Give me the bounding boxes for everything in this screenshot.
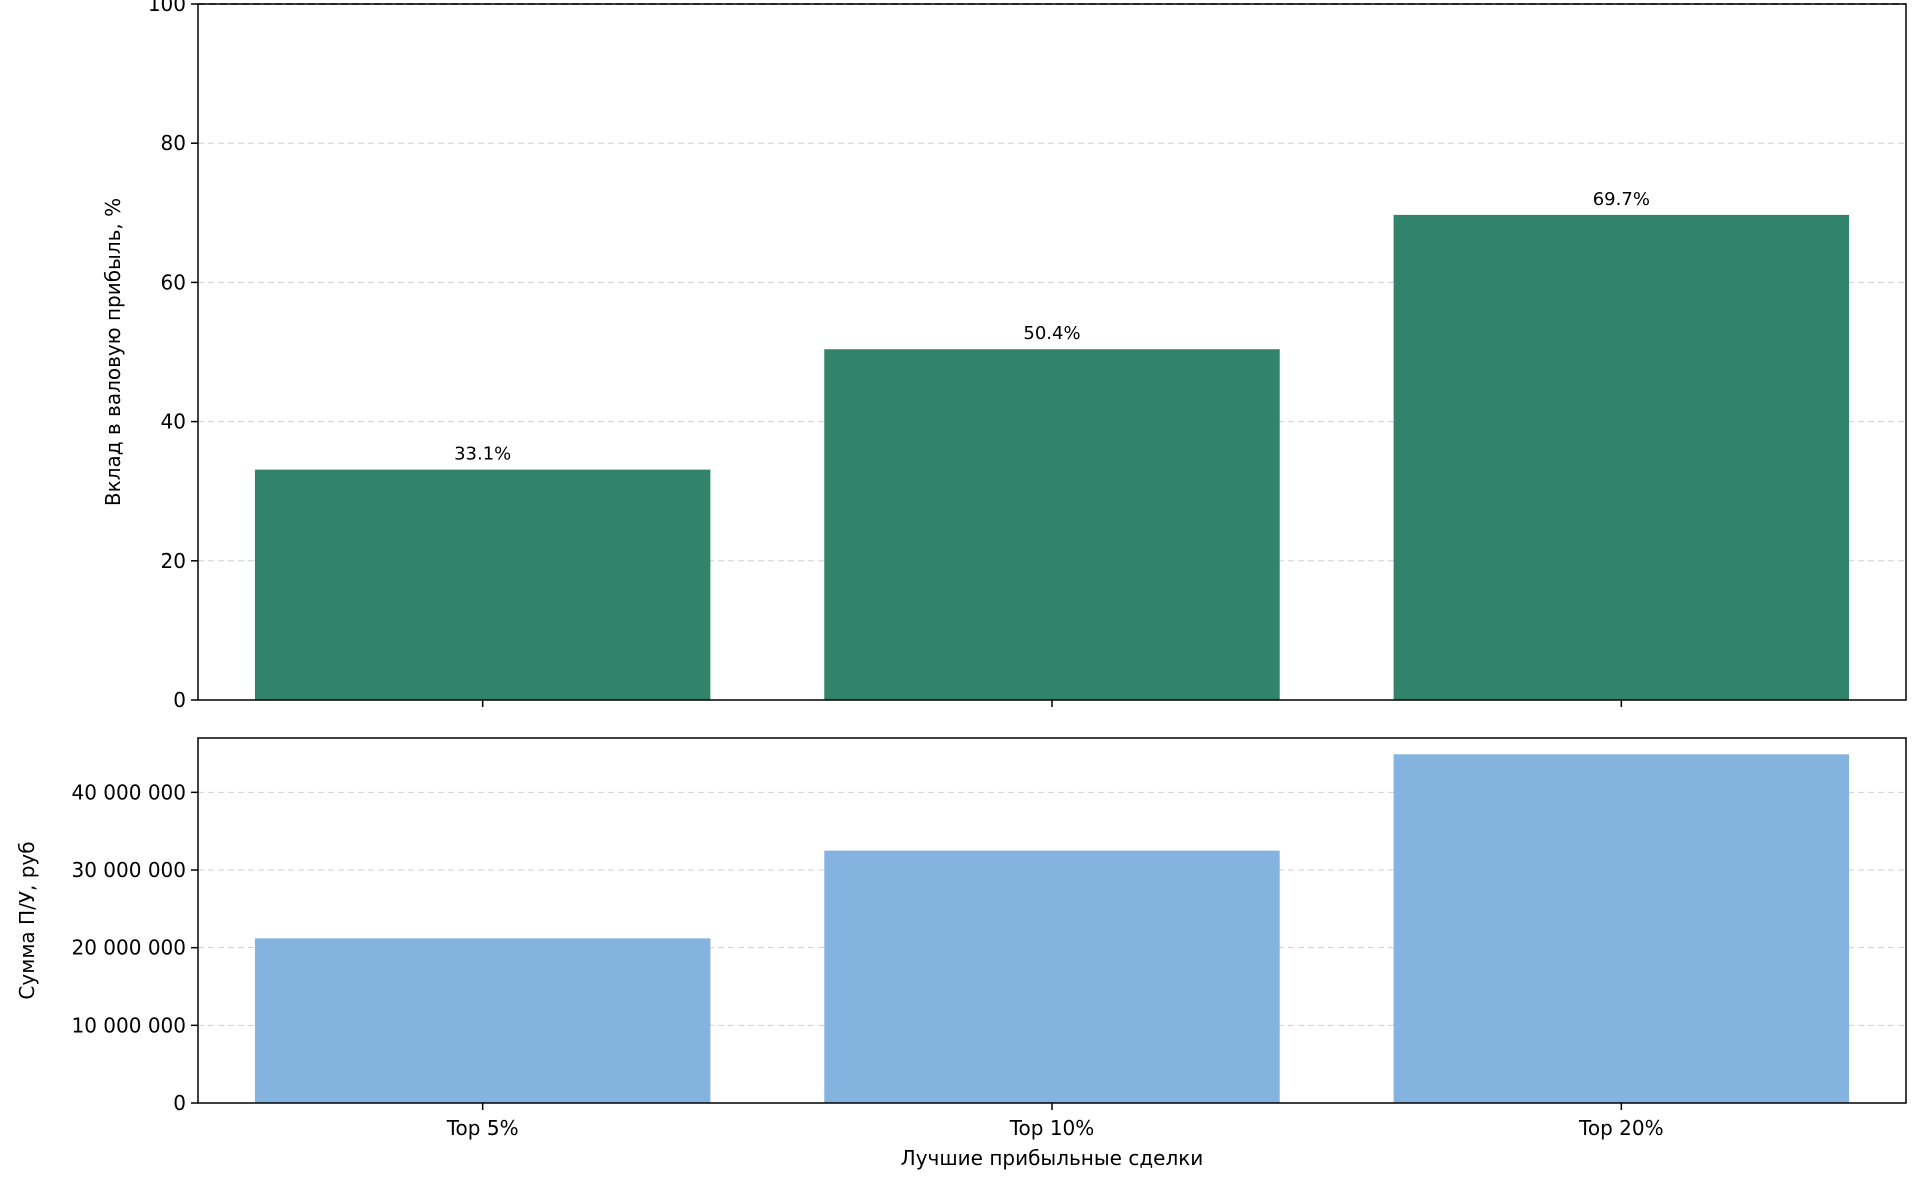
top-bar-2 — [824, 349, 1280, 700]
top-data-label: 50.4% — [1023, 323, 1080, 344]
bottom-bar-1 — [254, 938, 711, 1103]
bottom-y-tick-label: 30 000 000 — [71, 858, 186, 882]
top-data-label: 69.7% — [1593, 189, 1650, 210]
top-bar-3 — [1393, 214, 1850, 700]
top-y-tick-label: 60 — [161, 270, 186, 294]
bottom-y-tick-label: 40 000 000 — [71, 780, 186, 804]
bottom-x-tick-label: Top 5% — [446, 1116, 519, 1140]
bottom-chart-panel: 0 10 000 000 20 000 000 30 000 000 40 000 00… — [15, 737, 1907, 1170]
bottom-y-tick-label: 20 000 000 — [71, 936, 186, 960]
bottom-bar-2 — [824, 850, 1280, 1103]
top-y-tick-label: 80 — [161, 131, 186, 155]
top-y-tick-label: 40 — [161, 410, 186, 434]
top-chart-panel: 33.1% 50.4% 69.7% 0 20 40 60 80 100 Вклад в валов… — [101, 0, 1907, 712]
bottom-x-axis-label: Лучшие прибыльные сделки — [901, 1146, 1204, 1170]
top-y-axis-label: Вклад в валовую прибыль, % — [101, 198, 125, 506]
top-y-tick-label: 0 — [173, 688, 186, 712]
bottom-bar-3 — [1393, 754, 1850, 1103]
top-y-tick-label: 100 — [148, 0, 186, 16]
top-y-tick-label: 20 — [161, 549, 186, 573]
bottom-x-tick-label: Top 10% — [1009, 1116, 1095, 1140]
top-data-label: 33.1% — [454, 444, 511, 465]
top-bar-1 — [254, 469, 711, 700]
bottom-y-tick-label: 0 — [173, 1091, 186, 1115]
bottom-y-axis-label: Сумма П/У, руб — [15, 841, 39, 999]
bottom-x-tick-label: Top 20% — [1578, 1116, 1664, 1140]
bottom-y-tick-label: 10 000 000 — [71, 1013, 186, 1037]
